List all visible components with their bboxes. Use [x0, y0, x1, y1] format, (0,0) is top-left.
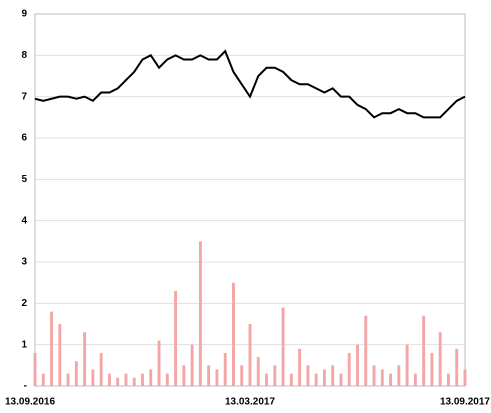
volume-bar — [174, 290, 178, 386]
volume-bar — [463, 369, 467, 386]
y-tick-label: - — [24, 381, 27, 392]
volume-bar — [223, 352, 227, 386]
volume-bar — [380, 369, 384, 386]
volume-bar — [364, 315, 368, 386]
volume-bar — [50, 311, 53, 386]
volume-bar — [116, 377, 120, 386]
price-line — [34, 49, 466, 119]
volume-bar — [356, 344, 359, 386]
y-tick-label: 6 — [21, 133, 27, 144]
volume-bar — [339, 373, 343, 386]
x-tick-label: 13.09.2016 — [5, 397, 55, 408]
volume-bar — [240, 365, 244, 386]
volume-bar — [372, 365, 376, 386]
volume-bar — [99, 352, 103, 386]
volume-bar — [331, 365, 335, 386]
volume-bar — [33, 352, 37, 386]
volume-bar — [314, 373, 318, 386]
volume-bar — [438, 332, 442, 386]
volume-bar — [74, 361, 78, 386]
y-tick-label: 8 — [21, 50, 27, 61]
y-tick-label: 1 — [21, 339, 27, 350]
volume-bar — [215, 369, 219, 386]
volume-bar — [298, 348, 302, 386]
volume-bar — [157, 340, 161, 386]
volume-bar — [422, 315, 426, 386]
volume-bar — [232, 282, 235, 386]
volume-bar — [91, 369, 95, 386]
y-tick-label: 3 — [21, 257, 27, 268]
x-tick-label: 13.03.2017 — [225, 397, 275, 408]
volume-bar — [248, 324, 252, 386]
y-tick-label: 9 — [21, 9, 27, 20]
volume-bar — [198, 241, 202, 386]
y-tick-label: 2 — [21, 298, 27, 309]
volume-bar — [273, 365, 277, 386]
volume-bar — [405, 344, 409, 386]
volume-bar — [413, 373, 417, 386]
y-tick-label: 5 — [21, 174, 27, 185]
volume-bar — [207, 365, 211, 386]
volume-bar — [455, 348, 459, 386]
volume-bar — [41, 373, 45, 386]
y-tick-label: 7 — [21, 91, 27, 102]
volume-bar — [389, 373, 393, 386]
volume-bar — [132, 377, 136, 386]
volume-bar — [397, 365, 401, 386]
volume-bar — [430, 352, 434, 386]
volume-bar — [124, 373, 128, 386]
x-tick-label: 13.09.2017 — [440, 397, 490, 408]
y-tick-label: 4 — [21, 215, 27, 226]
volume-bar — [289, 373, 293, 386]
volume-bar — [165, 373, 169, 386]
volume-bar — [190, 344, 194, 386]
volume-bar — [256, 357, 260, 386]
volume-bar — [141, 373, 144, 386]
volume-bar — [281, 307, 285, 386]
volume-bar — [306, 365, 310, 386]
volume-bar — [265, 373, 268, 386]
volume-bar — [447, 373, 450, 386]
volume-bar — [58, 324, 62, 386]
volume-bar — [322, 369, 326, 386]
volume-bar — [107, 373, 111, 386]
volume-bar — [83, 332, 87, 386]
volume-bar — [182, 365, 186, 386]
volume-bar — [66, 373, 70, 386]
volume-bar — [347, 352, 351, 386]
volume-bar — [149, 369, 153, 386]
